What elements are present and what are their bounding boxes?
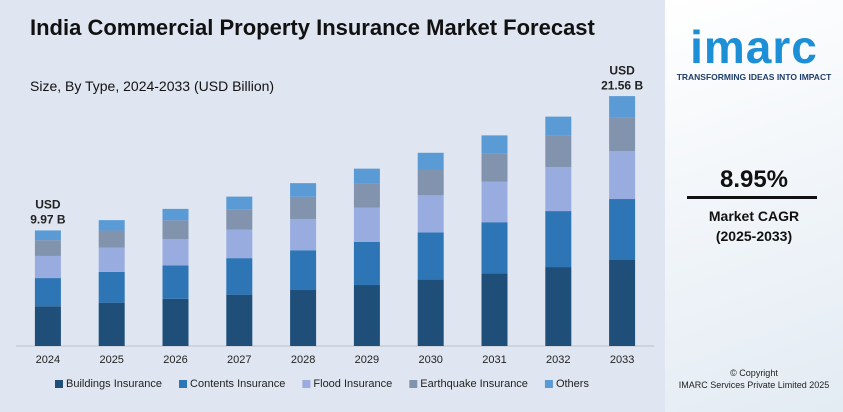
bar-segment (290, 250, 317, 291)
bar-segment (34, 278, 61, 307)
annotation: USD (609, 63, 635, 77)
bar-segment (417, 169, 444, 196)
logo: imarc (690, 21, 818, 73)
annotation: 9.97 B (30, 213, 66, 227)
legend-swatch (409, 380, 418, 388)
bar-segment (34, 306, 61, 346)
bar-segment (98, 230, 125, 248)
divider (687, 196, 817, 199)
legend-label: Others (556, 378, 590, 390)
bar-segment (481, 181, 508, 223)
bar-segment (162, 265, 189, 299)
legend-swatch (179, 380, 188, 388)
bar-segment (226, 209, 253, 230)
x-tick-label: 2031 (482, 354, 506, 366)
x-tick-label: 2033 (610, 354, 634, 366)
bar-segment (481, 135, 508, 154)
bar-segment (162, 220, 189, 240)
bar-segment (353, 207, 380, 242)
bar-segment (98, 302, 125, 346)
bar-segment (34, 240, 61, 256)
legend-swatch (302, 380, 311, 388)
x-tick-label: 2028 (291, 354, 315, 366)
legend-swatch (55, 380, 63, 388)
bar-segment (353, 241, 380, 286)
bar-segment (353, 183, 380, 208)
bar-segment (98, 247, 125, 272)
annotation: USD (35, 198, 61, 212)
bar-segment (609, 199, 636, 260)
annotation: 21.56 B (601, 78, 643, 92)
x-tick-label: 2032 (546, 354, 570, 366)
bar-segment (609, 117, 636, 152)
bar-segment (98, 220, 125, 231)
bar-segment (290, 196, 317, 219)
bar-segment (545, 116, 572, 136)
bar-segment (290, 218, 317, 251)
bar-segment (609, 96, 636, 118)
bar-segment (290, 290, 317, 346)
bar-segment (545, 267, 572, 346)
copyright: © Copyright (730, 368, 778, 378)
bar-segment (162, 298, 189, 346)
x-tick-label: 2030 (418, 354, 442, 366)
cagr-value: 8.95% (719, 166, 789, 193)
legend-label: Flood Insurance (313, 378, 392, 390)
bar-segment (417, 279, 444, 346)
bar-segment (481, 222, 508, 274)
bar-segment (162, 208, 189, 221)
bar-segment (162, 239, 189, 266)
bar-segment (290, 183, 317, 197)
bar-segment (417, 232, 444, 280)
cagr-period: (2025-2033) (715, 228, 793, 244)
cagr-label: Market CAGR (708, 208, 800, 224)
x-tick-label: 2027 (227, 354, 251, 366)
bar-segment (353, 168, 380, 184)
bar-segment (609, 259, 636, 346)
bar-segment (545, 211, 572, 268)
tagline: TRANSFORMING IDEAS INTO IMPACT (676, 72, 832, 82)
bar-segment (545, 167, 572, 212)
legend-label: Buildings Insurance (66, 378, 162, 390)
bar-segment (34, 230, 61, 241)
x-tick-label: 2026 (163, 354, 187, 366)
legend-swatch (544, 380, 553, 388)
chart-subtitle: Size, By Type, 2024-2033 (USD Billion) (30, 78, 275, 94)
bar-segment (226, 229, 253, 259)
legend-label: Contents Insurance (190, 378, 285, 390)
bar-segment (226, 258, 253, 295)
bar-segment (609, 151, 636, 200)
x-tick-label: 2029 (355, 354, 379, 366)
bar-segment (417, 152, 444, 170)
bar-segment (226, 196, 253, 210)
bar-segment (98, 271, 125, 303)
x-tick-label: 2024 (36, 354, 60, 366)
legend-label: Earthquake Insurance (420, 378, 528, 390)
bar-segment (34, 255, 61, 279)
bar-segment (417, 195, 444, 233)
company: IMARC Services Private Limited 2025 (678, 380, 830, 390)
bar-segment (353, 285, 380, 346)
chart: 2024 2025 2026 2027 2028 2029 2030 2031 2032 2033… (16, 63, 654, 390)
x-tick-label: 2025 (99, 354, 123, 366)
bar-segment (226, 294, 253, 346)
bar-segment (545, 135, 572, 168)
bar-segment (481, 153, 508, 182)
sidebar: imarc TRANSFORMING IDEAS INTO IMPACT 8.9… (665, 0, 843, 412)
bar-segment (481, 273, 508, 346)
chart-title: India Commercial Property Insurance Mark… (30, 15, 595, 40)
